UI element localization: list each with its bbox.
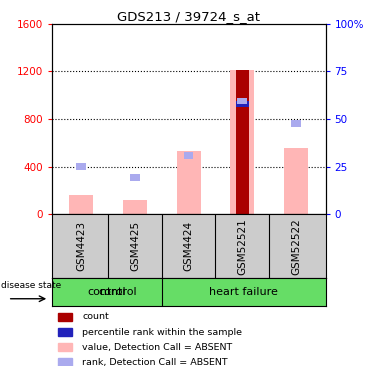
Text: count: count xyxy=(82,313,109,321)
Text: heart failure: heart failure xyxy=(209,287,278,297)
Text: percentile rank within the sample: percentile rank within the sample xyxy=(82,328,242,336)
Text: control: control xyxy=(87,287,126,297)
Text: control: control xyxy=(98,287,137,297)
Bar xyxy=(177,151,201,214)
Text: GSM52522: GSM52522 xyxy=(291,218,301,274)
Bar xyxy=(284,148,308,214)
Text: value, Detection Call = ABSENT: value, Detection Call = ABSENT xyxy=(82,343,232,352)
Bar xyxy=(130,175,140,181)
Bar xyxy=(230,70,254,214)
Bar xyxy=(57,313,72,321)
Bar xyxy=(236,70,249,214)
Bar xyxy=(57,343,72,351)
Text: disease state: disease state xyxy=(1,280,61,290)
Bar xyxy=(76,163,86,170)
Text: GSM4425: GSM4425 xyxy=(130,221,140,271)
Bar xyxy=(69,195,93,214)
Bar xyxy=(291,120,301,127)
Bar xyxy=(123,201,147,214)
Bar xyxy=(184,153,193,159)
Text: rank, Detection Call = ABSENT: rank, Detection Call = ABSENT xyxy=(82,358,228,366)
Text: GSM4424: GSM4424 xyxy=(183,221,194,271)
Bar xyxy=(237,98,247,104)
Bar xyxy=(236,101,249,107)
Text: GSM52521: GSM52521 xyxy=(237,218,247,274)
Bar xyxy=(57,358,72,366)
Title: GDS213 / 39724_s_at: GDS213 / 39724_s_at xyxy=(117,10,260,23)
Text: GSM4423: GSM4423 xyxy=(76,221,86,271)
Bar xyxy=(57,328,72,336)
